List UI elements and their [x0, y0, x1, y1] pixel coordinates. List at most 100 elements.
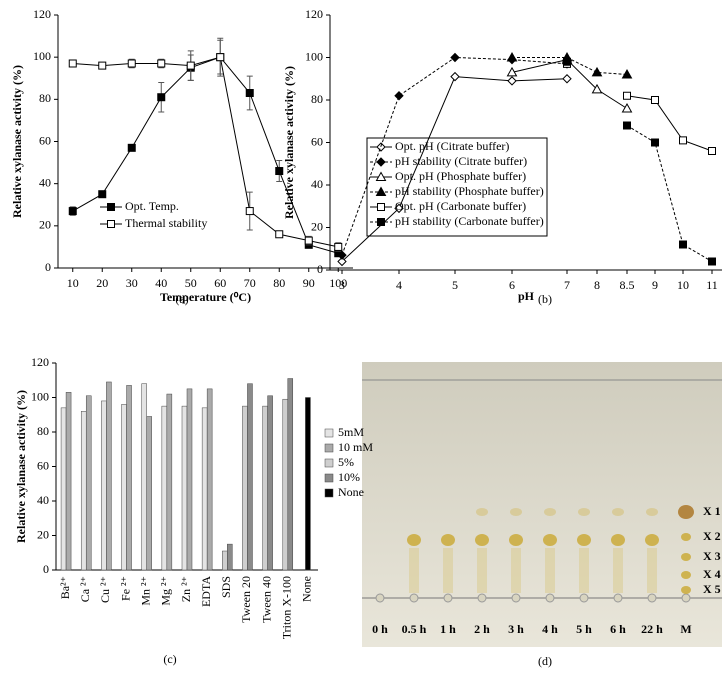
- y-tick-label: 120: [305, 7, 323, 21]
- y-axis-label: Relative xylanase activity (%): [282, 66, 296, 219]
- marker-label: X 1: [703, 504, 721, 518]
- marker: [591, 83, 603, 94]
- x-tick-label: SDS: [219, 576, 233, 598]
- y-tick-label: 0: [45, 260, 51, 274]
- marker: [275, 167, 284, 176]
- lane-label: 2 h: [474, 622, 490, 636]
- x-tick-label: 7: [564, 278, 570, 292]
- marker: [679, 136, 687, 145]
- lane-label: 0 h: [372, 622, 388, 636]
- y-tick-label: 80: [37, 424, 49, 438]
- spot: [543, 534, 557, 546]
- x-tick-label: Triton X-100: [280, 576, 294, 639]
- marker: [506, 66, 518, 77]
- smear: [409, 548, 419, 593]
- legend-swatch: [324, 473, 334, 483]
- origin-spot: [647, 593, 657, 603]
- origin-spot: [579, 593, 589, 603]
- series-line: [511, 59, 628, 109]
- panel-label: (c): [163, 652, 176, 666]
- origin-spot: [477, 593, 487, 603]
- x-tick-label: 9: [652, 278, 658, 292]
- marker: [394, 203, 404, 214]
- marker: [98, 61, 107, 70]
- bar: [146, 416, 152, 571]
- x-tick-label: None: [300, 576, 314, 602]
- marker: [68, 59, 77, 68]
- marker: [275, 230, 284, 239]
- legend-marker: [377, 218, 385, 226]
- bar: [287, 378, 294, 571]
- x-tick-label: 3: [339, 278, 345, 292]
- bar: [247, 383, 253, 571]
- x-tick-label: 4: [396, 278, 402, 292]
- spot: [612, 508, 624, 516]
- spot: [681, 553, 691, 561]
- marker: [679, 240, 687, 249]
- legend-swatch: [324, 443, 334, 453]
- x-tick-label: 90: [303, 276, 315, 290]
- y-tick-label: 20: [37, 527, 49, 541]
- lane-label: M: [680, 622, 691, 636]
- marker: [157, 59, 166, 68]
- x-tick-label: 8: [594, 278, 600, 292]
- marker: [127, 143, 136, 152]
- x-tick-label: 20: [96, 276, 108, 290]
- x-tick-label: Ba²⁺: [58, 576, 72, 599]
- marker: [507, 76, 517, 86]
- marker: [621, 68, 633, 79]
- lane-label: 1 h: [440, 622, 456, 636]
- bar: [80, 411, 87, 571]
- marker: [216, 53, 225, 62]
- marker: [334, 242, 343, 251]
- bar: [121, 404, 127, 571]
- lane-label: 5 h: [576, 622, 592, 636]
- legend-marker: [376, 142, 386, 152]
- spot: [441, 534, 455, 546]
- marker: [450, 71, 460, 82]
- legend-label: Thermal stability: [125, 216, 207, 230]
- spot: [645, 534, 659, 546]
- marker-label: X 3: [703, 549, 721, 563]
- legend-label: 10%: [338, 470, 360, 484]
- bar: [161, 405, 168, 571]
- series-line: [626, 95, 713, 152]
- bar: [186, 388, 193, 571]
- marker: [623, 91, 631, 100]
- x-tick-label: Mn ²⁺: [138, 576, 152, 606]
- y-tick-label: 20: [311, 219, 323, 233]
- y-tick-label: 120: [31, 355, 49, 369]
- y-tick-label: 120: [33, 7, 51, 21]
- x-tick-label: Tween 40: [259, 576, 273, 623]
- x-tick-label: 100: [329, 276, 347, 290]
- x-tick-label: 10: [677, 278, 689, 292]
- y-tick-label: 100: [31, 389, 49, 403]
- origin-spot: [375, 593, 385, 603]
- x-tick-label: 8.5: [620, 278, 635, 292]
- y-tick-label: 40: [37, 493, 49, 507]
- marker: [157, 93, 166, 102]
- y-tick-label: 60: [39, 133, 51, 147]
- bar: [60, 407, 67, 571]
- origin-spot: [613, 593, 623, 603]
- spot: [678, 505, 694, 519]
- series-line: [512, 57, 628, 75]
- x-axis-label: Temperature (⁰C): [160, 290, 251, 304]
- series-line: [72, 56, 339, 254]
- y-tick-label: 20: [39, 218, 51, 232]
- x-tick-label: 6: [509, 278, 515, 292]
- smear: [443, 548, 453, 593]
- smear: [613, 548, 623, 593]
- bar: [106, 381, 112, 571]
- smear: [647, 548, 657, 593]
- marker: [304, 236, 313, 245]
- bar: [267, 395, 273, 571]
- marker: [651, 96, 659, 104]
- spot: [475, 534, 489, 546]
- x-tick-label: Cu ²⁺: [98, 576, 112, 603]
- bar: [242, 405, 248, 571]
- origin-spot: [443, 593, 453, 603]
- x-tick-label: Zn ²⁺: [179, 576, 193, 602]
- legend-label: pH stability (Citrate buffer): [395, 154, 527, 168]
